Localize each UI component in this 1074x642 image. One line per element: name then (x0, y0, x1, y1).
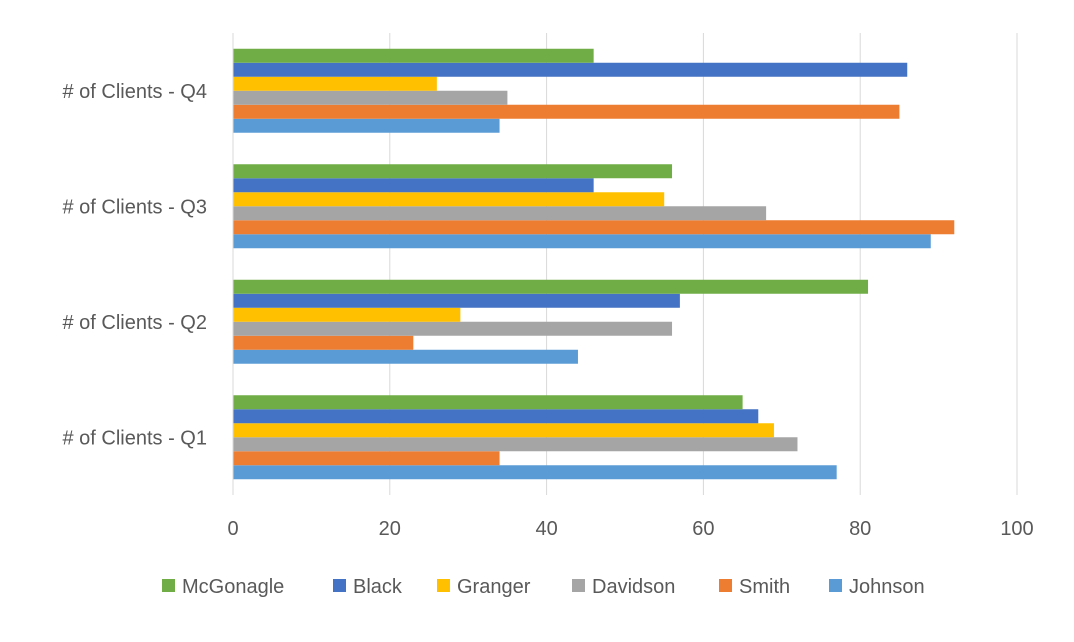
bar-black-3 (233, 178, 594, 193)
bar-davidson-3 (233, 206, 767, 221)
legend-item-black: Black (333, 576, 403, 598)
x-tick-label: 20 (379, 518, 401, 540)
category-label: # of Clients - Q2 (62, 312, 207, 334)
legend-swatch (437, 579, 450, 592)
legend-item-davidson: Davidson (572, 576, 675, 598)
legend-swatch (162, 579, 175, 592)
x-tick-label: 0 (227, 518, 238, 540)
legend-label: McGonagle (182, 576, 284, 598)
category-label: # of Clients - Q4 (62, 81, 207, 103)
legend-item-johnson: Johnson (829, 576, 925, 598)
bar-davidson-2 (233, 321, 673, 336)
bar-smith-1 (233, 451, 500, 466)
legend-label: Black (353, 576, 403, 598)
legend-label: Johnson (849, 576, 925, 598)
bar-mcgonagle-3 (233, 164, 673, 179)
bar-smith-3 (233, 220, 955, 235)
legend-swatch (333, 579, 346, 592)
bar-mcgonagle-1 (233, 395, 743, 410)
legend: McGonagle Black Granger Davidson Smith Johnso… (162, 576, 925, 598)
x-tick-label: 40 (535, 518, 557, 540)
legend-label: Smith (739, 576, 790, 598)
legend-swatch (829, 579, 842, 592)
bar-davidson-1 (233, 437, 798, 452)
legend-swatch (719, 579, 732, 592)
category-label: # of Clients - Q3 (62, 196, 207, 218)
bar-granger-3 (233, 192, 665, 207)
legend-item-granger: Granger (437, 576, 531, 598)
bar-black-4 (233, 62, 908, 77)
x-tick-label: 80 (849, 518, 871, 540)
bar-smith-4 (233, 104, 900, 119)
bar-mcgonagle-2 (233, 279, 869, 294)
x-tick-label: 100 (1000, 518, 1033, 540)
legend-label: Granger (457, 576, 531, 598)
bar-johnson-1 (233, 465, 837, 480)
bar-johnson-3 (233, 234, 931, 249)
bar-davidson-4 (233, 90, 508, 105)
bar-granger-4 (233, 76, 437, 91)
bars (233, 48, 955, 480)
bar-mcgonagle-4 (233, 48, 594, 63)
bar-granger-2 (233, 307, 461, 322)
bar-granger-1 (233, 423, 774, 438)
legend-item-mcgonagle: McGonagle (162, 576, 284, 598)
bar-johnson-4 (233, 118, 500, 133)
legend-swatch (572, 579, 585, 592)
legend-label: Davidson (592, 576, 675, 598)
bar-black-2 (233, 293, 680, 308)
axes: 0 20 40 60 80 100 # of Clients - Q1 # of Client… (62, 33, 1034, 540)
x-tick-label: 60 (692, 518, 714, 540)
bar-smith-2 (233, 335, 414, 350)
legend-item-smith: Smith (719, 576, 790, 598)
category-label: # of Clients - Q1 (62, 427, 207, 449)
bar-black-1 (233, 409, 759, 424)
bar-johnson-2 (233, 349, 578, 364)
